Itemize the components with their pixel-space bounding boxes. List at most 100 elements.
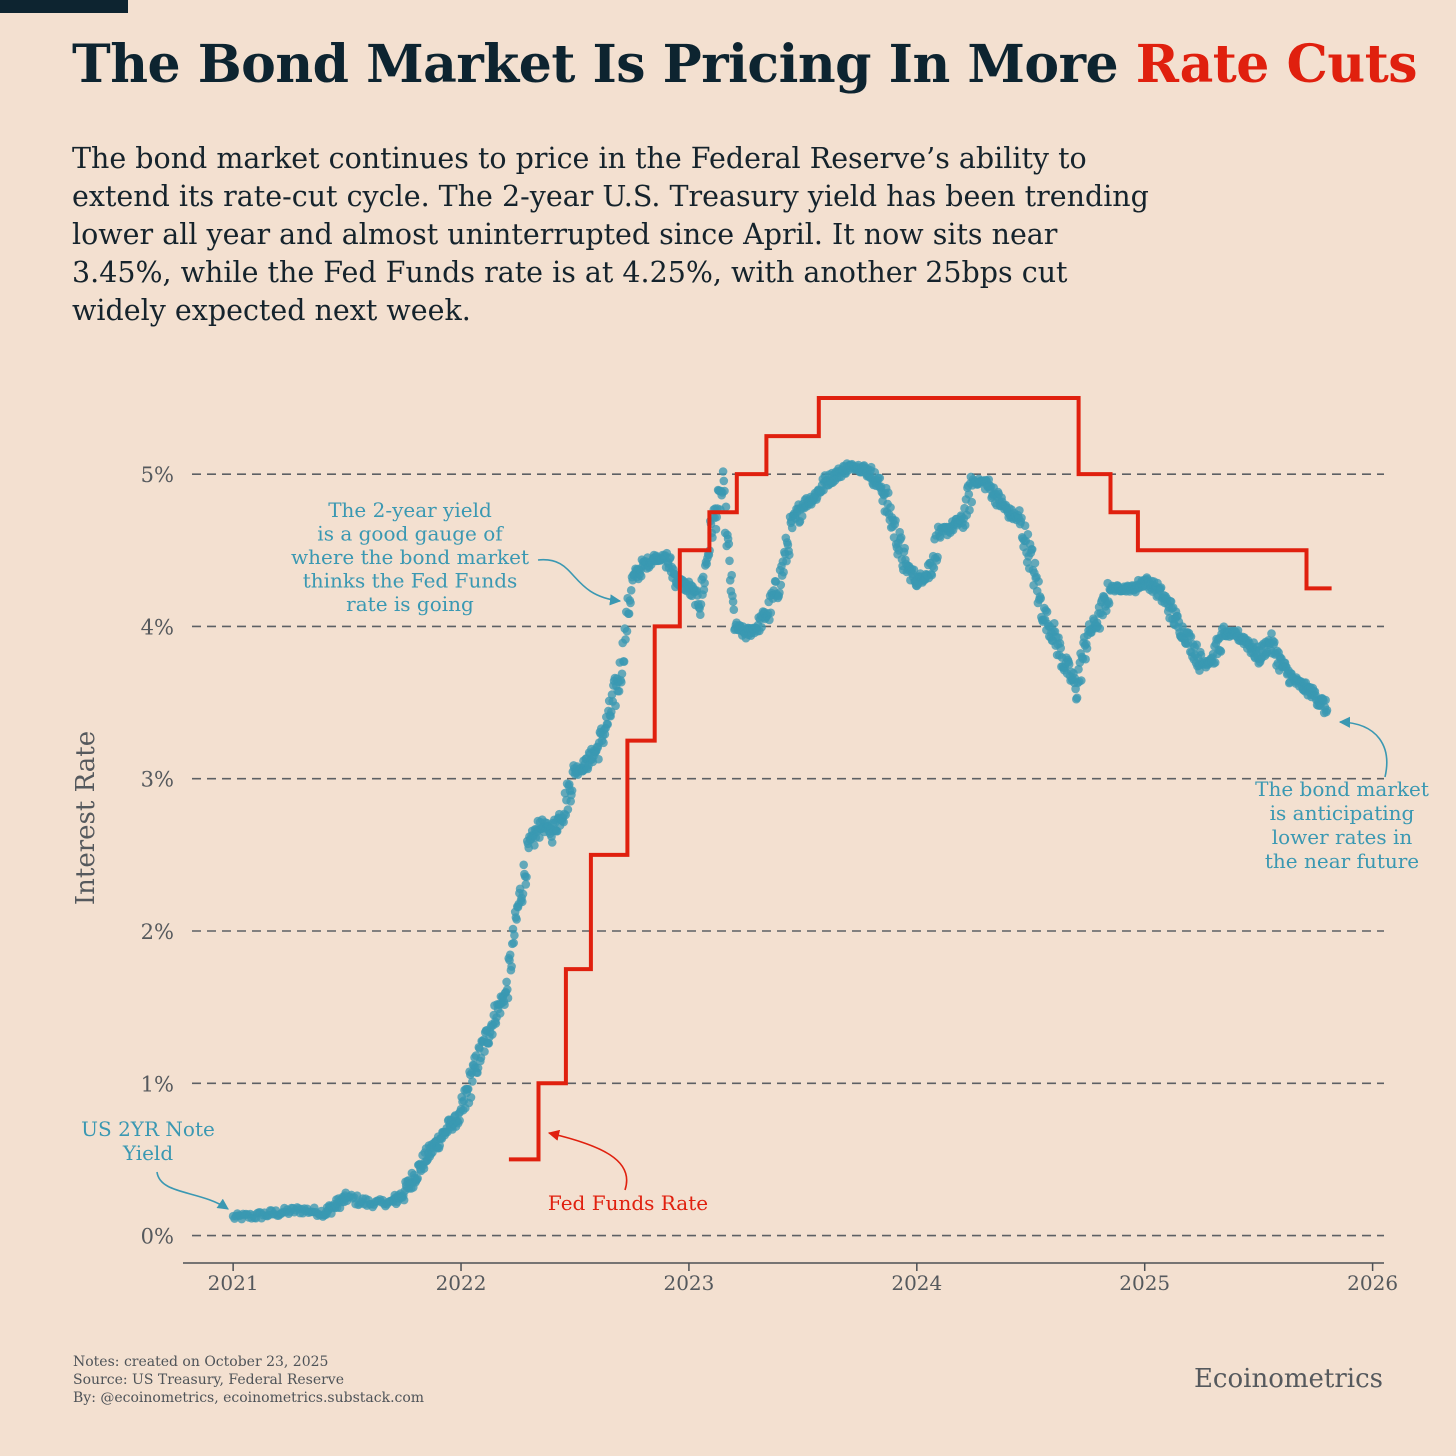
yield-point <box>507 962 516 971</box>
yield-point <box>518 897 527 907</box>
yield-point <box>567 786 577 795</box>
yield-point <box>455 1116 464 1125</box>
arrow-fed-label <box>547 1129 628 1191</box>
annotation-line: US 2YR Note <box>81 1117 215 1141</box>
annotation-line: Fed Funds Rate <box>548 1191 708 1215</box>
yield-point <box>1267 629 1276 638</box>
yield-point <box>696 600 706 609</box>
x-tick-label: 2021 <box>208 1271 259 1295</box>
yield-point <box>607 707 616 717</box>
annotation-yield-label: US 2YR Note Yield <box>81 1117 215 1165</box>
yield-point <box>559 817 568 827</box>
annotation-line: The 2-year yield <box>328 498 492 522</box>
yield-point <box>603 720 612 729</box>
yield-point <box>1210 658 1220 667</box>
yield-point <box>718 467 728 476</box>
yield-point <box>960 520 970 530</box>
yield-point <box>1064 660 1074 669</box>
y-axis-label: Interest Rate <box>71 731 101 905</box>
title-main: The Bond Market Is Pricing In More <box>72 34 1136 95</box>
yield-point <box>488 1030 497 1039</box>
annotation-future-note: The bond market is anticipating lower rate… <box>1255 777 1429 873</box>
yield-point <box>1020 521 1030 530</box>
yield-point <box>1050 619 1059 628</box>
yield-point <box>510 931 519 940</box>
yield-point <box>1015 506 1024 515</box>
yield-point <box>797 511 807 521</box>
yield-point <box>1034 577 1043 586</box>
yield-point <box>1027 545 1037 554</box>
yield-point <box>463 1084 473 1094</box>
yield-point <box>712 512 721 522</box>
arrow-gauge-note <box>537 559 622 606</box>
yield-point <box>1056 643 1065 653</box>
yield-point <box>1192 640 1201 649</box>
yield-point <box>600 730 610 739</box>
y-tick-label: 5% <box>141 463 174 487</box>
yield-point <box>535 833 544 842</box>
yield-point <box>891 516 900 525</box>
yield-point <box>636 571 646 581</box>
yield-point <box>518 889 528 899</box>
yield-point <box>1322 705 1332 715</box>
yield-point <box>502 977 511 987</box>
arrow-future-note <box>1338 716 1388 778</box>
yield-point <box>775 588 784 597</box>
yield-point <box>967 497 976 507</box>
x-tick-label: 2023 <box>663 1271 714 1295</box>
yield-point <box>964 490 974 499</box>
y-tick-label: 4% <box>141 615 174 639</box>
yield-point <box>566 797 575 806</box>
annotation-line: where the bond market <box>291 545 529 569</box>
yield-point <box>621 635 630 644</box>
yield-point <box>886 503 895 512</box>
yield-point <box>785 550 794 560</box>
yield-point <box>563 805 573 814</box>
yield-point <box>779 567 788 577</box>
yield-point <box>1074 665 1083 674</box>
yield-point <box>721 502 731 512</box>
yield-point <box>1081 654 1090 664</box>
x-tick-label: 2026 <box>1347 1271 1398 1295</box>
yield-point <box>626 586 636 595</box>
byline: By: @ecoinometrics, ecoinometrics.substa… <box>73 1390 425 1406</box>
y-tick-labels: 0% 1% 2% 3% 4% 5% <box>141 463 174 1248</box>
y-tick-label: 3% <box>141 768 174 792</box>
yield-point <box>787 523 797 533</box>
subtitle: The bond market continues to price in th… <box>72 142 1149 327</box>
yield-point <box>505 950 515 960</box>
yield-point <box>413 1174 422 1183</box>
yield-point <box>900 543 909 553</box>
yield-point <box>727 570 736 580</box>
yield-point <box>965 505 974 515</box>
yield-point <box>419 1164 429 1173</box>
yield-point <box>1321 695 1330 705</box>
yield-point <box>1104 599 1114 608</box>
yield-point <box>896 533 906 542</box>
yield-point <box>530 841 539 850</box>
yield-series <box>228 459 1332 1224</box>
annotation-line: is a good gauge of <box>317 522 504 546</box>
yield-point <box>1042 607 1052 617</box>
annotation-line: The bond market <box>1255 777 1429 801</box>
yield-point <box>522 872 531 882</box>
yield-point <box>757 623 766 632</box>
yield-point <box>927 570 937 580</box>
yield-point <box>1095 624 1105 633</box>
yield-point <box>519 860 528 870</box>
yield-point <box>1186 632 1196 641</box>
yield-point <box>719 476 729 486</box>
yield-point <box>711 524 721 534</box>
yield-point <box>699 585 709 595</box>
yield-point <box>480 1047 489 1056</box>
footer-notes: Notes: created on October 23, 2025 Sourc… <box>73 1353 424 1407</box>
yield-point <box>700 578 709 588</box>
yield-point <box>509 938 518 948</box>
yield-point <box>776 580 786 590</box>
annotation-line: is anticipating <box>1270 801 1415 825</box>
yield-point <box>473 1063 483 1073</box>
yield-point <box>1072 693 1082 703</box>
yield-point <box>1077 676 1086 685</box>
fed-funds-step-line <box>508 396 1332 1162</box>
x-tick-label: 2025 <box>1119 1271 1170 1295</box>
